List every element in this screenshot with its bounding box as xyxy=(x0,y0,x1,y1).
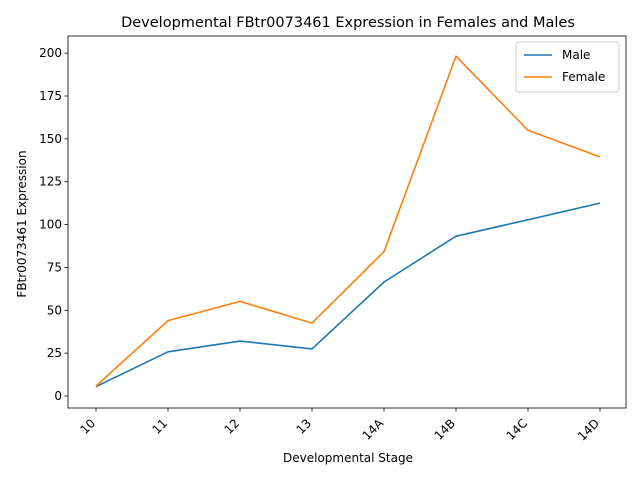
y-tick-label: 0 xyxy=(54,389,62,403)
x-axis: 10 11 12 13 14A 14B 14C 14D xyxy=(77,408,602,443)
x-tick-label: 14A xyxy=(360,416,387,443)
y-tick-label: 25 xyxy=(47,346,62,360)
x-tick-label: 14D xyxy=(575,416,602,443)
plot-area xyxy=(67,35,627,409)
legend: Male Female xyxy=(515,41,620,93)
series-lines xyxy=(95,55,601,388)
y-tick-label: 125 xyxy=(39,175,62,189)
y-tick-label: 100 xyxy=(39,218,62,232)
x-tick-label: 10 xyxy=(77,416,98,437)
series-line-female xyxy=(95,55,601,387)
y-axis: 0 25 50 75 100 125 150 175 200 xyxy=(39,46,68,403)
x-tick-label: 11 xyxy=(149,416,170,437)
y-tick-label: 150 xyxy=(39,132,62,146)
plot-frame xyxy=(67,35,627,409)
y-tick-label: 200 xyxy=(39,46,62,60)
y-tick-label: 175 xyxy=(39,89,62,103)
x-tick-label: 12 xyxy=(221,416,242,437)
legend-label: Male xyxy=(562,48,590,62)
x-tick-label: 13 xyxy=(293,416,314,437)
x-tick-label: 14C xyxy=(503,416,530,443)
x-tick-label: 14B xyxy=(432,416,459,443)
series-line-male xyxy=(95,202,601,388)
chart-title: Developmental FBtr0073461 Expression in … xyxy=(121,15,575,31)
x-axis-label: Developmental Stage xyxy=(283,451,413,465)
y-tick-label: 50 xyxy=(47,303,62,317)
y-axis-label: FBtr0073461 Expression xyxy=(15,150,29,297)
y-tick-label: 75 xyxy=(47,260,62,274)
legend-label: Female xyxy=(562,70,605,84)
